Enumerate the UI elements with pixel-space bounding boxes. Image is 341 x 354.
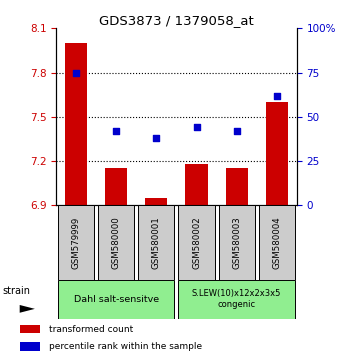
Bar	[105, 169, 128, 205]
Text: GSM580004: GSM580004	[272, 216, 281, 269]
Bar	[20, 342, 40, 351]
Bar	[145, 198, 167, 205]
Point	[234, 128, 239, 134]
Bar	[178, 280, 295, 319]
Text: GSM580003: GSM580003	[232, 216, 241, 269]
Text: strain: strain	[3, 286, 31, 296]
Bar	[266, 102, 288, 205]
Text: GSM579999: GSM579999	[72, 216, 81, 269]
Point	[74, 70, 79, 75]
Bar	[225, 169, 248, 205]
Point	[274, 93, 279, 98]
Text: GSM580002: GSM580002	[192, 216, 201, 269]
Bar	[219, 205, 255, 280]
Title: GDS3873 / 1379058_at: GDS3873 / 1379058_at	[99, 14, 254, 27]
Bar	[178, 205, 214, 280]
Bar	[138, 205, 175, 280]
Polygon shape	[20, 305, 35, 313]
Bar	[258, 205, 295, 280]
Text: GSM580001: GSM580001	[152, 216, 161, 269]
Bar	[58, 205, 94, 280]
Text: percentile rank within the sample: percentile rank within the sample	[49, 342, 203, 352]
Point	[114, 128, 119, 134]
Text: S.LEW(10)x12x2x3x5
congenic: S.LEW(10)x12x2x3x5 congenic	[192, 290, 281, 309]
Text: GSM580000: GSM580000	[112, 216, 121, 269]
Bar	[186, 164, 208, 205]
Bar	[98, 205, 134, 280]
Text: transformed count: transformed count	[49, 325, 134, 334]
Point	[194, 125, 199, 130]
Bar	[65, 43, 87, 205]
Bar	[20, 325, 40, 333]
Point	[154, 135, 159, 141]
Text: Dahl salt-sensitve: Dahl salt-sensitve	[74, 295, 159, 304]
Bar	[58, 280, 175, 319]
